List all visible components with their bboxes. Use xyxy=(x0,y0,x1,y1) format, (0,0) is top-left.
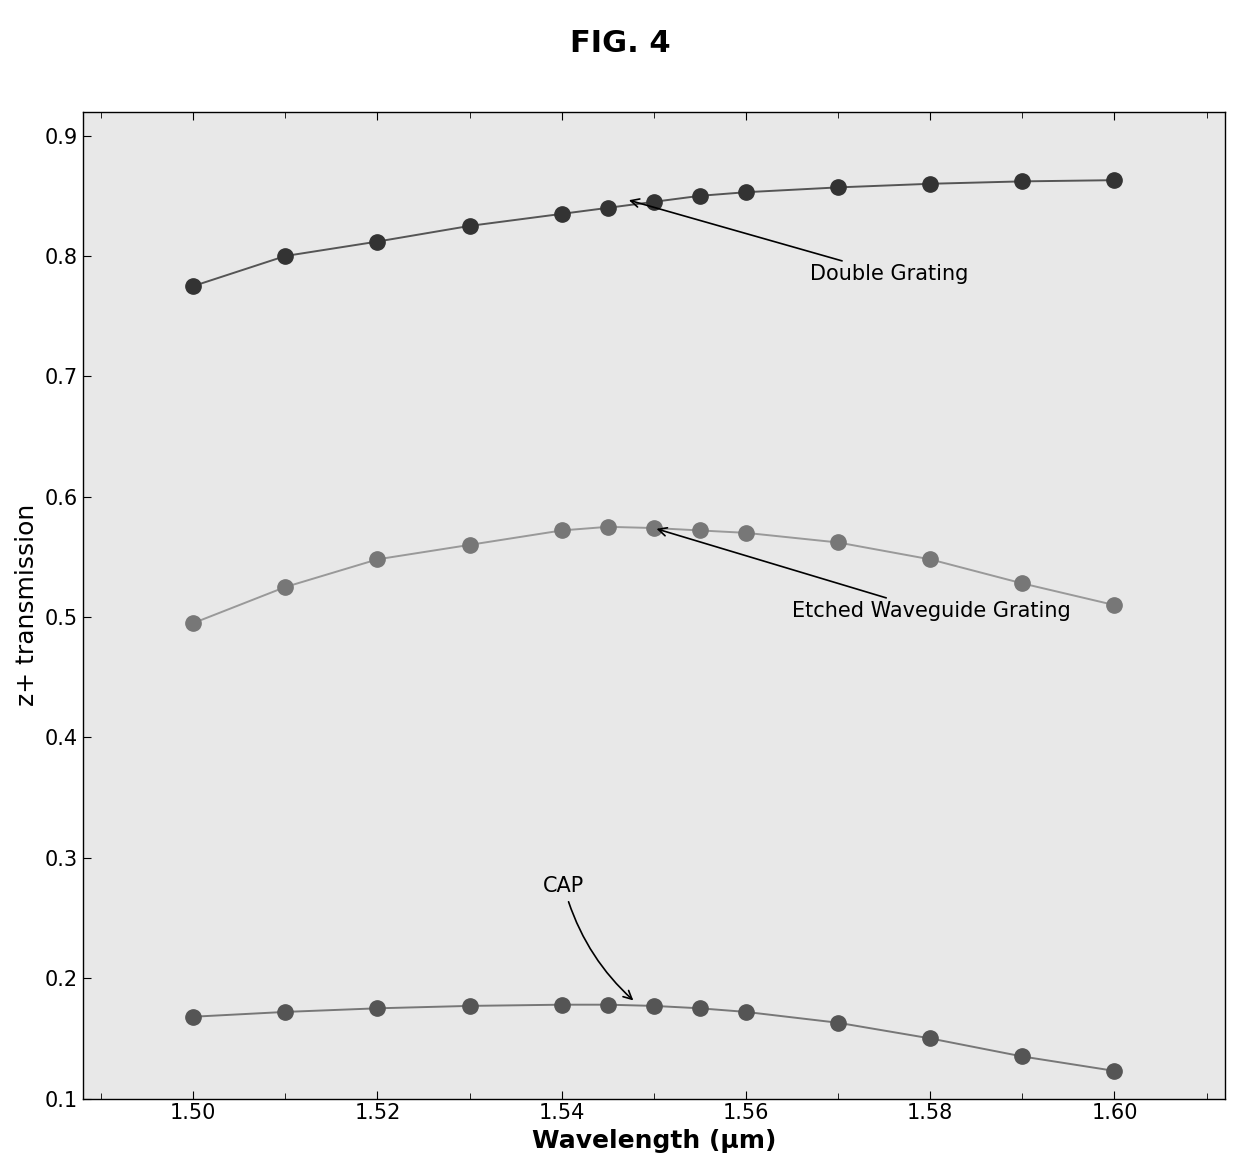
X-axis label: Wavelength (μm): Wavelength (μm) xyxy=(532,1129,776,1153)
Text: CAP: CAP xyxy=(543,876,632,999)
Y-axis label: z+ transmission: z+ transmission xyxy=(15,503,38,707)
Text: FIG. 4: FIG. 4 xyxy=(569,29,671,58)
Text: Etched Waveguide Grating: Etched Waveguide Grating xyxy=(658,528,1071,621)
Text: Double Grating: Double Grating xyxy=(631,199,968,285)
